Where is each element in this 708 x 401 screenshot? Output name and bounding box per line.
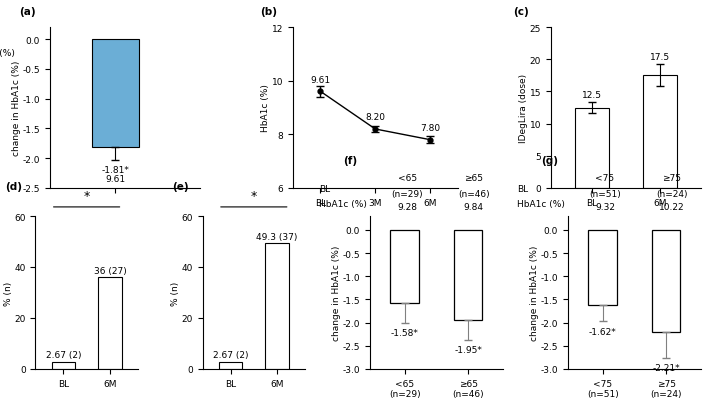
- Text: (n=46): (n=46): [458, 189, 489, 198]
- Text: (n=29): (n=29): [392, 189, 423, 198]
- Text: ≥75: ≥75: [662, 174, 681, 183]
- Text: <65: <65: [398, 174, 417, 183]
- Text: (c): (c): [513, 7, 529, 17]
- Text: BL: BL: [319, 185, 331, 194]
- Text: 9.84: 9.84: [464, 203, 484, 212]
- Bar: [454, 231, 482, 320]
- Text: (d): (d): [5, 181, 22, 191]
- Y-axis label: change in HbA1c (%): change in HbA1c (%): [332, 245, 341, 340]
- Text: 49.3 (37): 49.3 (37): [256, 232, 298, 241]
- Bar: [588, 231, 617, 305]
- Bar: [390, 231, 419, 303]
- Text: 9.61: 9.61: [105, 175, 125, 184]
- Y-axis label: change in HbA1c (%): change in HbA1c (%): [530, 245, 539, 340]
- Text: HbA1c (%): HbA1c (%): [319, 200, 367, 209]
- Text: 12.5: 12.5: [582, 90, 602, 99]
- Text: HbA1c (%): HbA1c (%): [0, 49, 15, 58]
- Text: 9.61: 9.61: [310, 75, 330, 85]
- Text: -2.21*: -2.21*: [652, 363, 680, 373]
- Text: (b): (b): [260, 7, 277, 17]
- Y-axis label: change in HbA1c (%): change in HbA1c (%): [12, 61, 21, 156]
- Text: -1.58*: -1.58*: [391, 328, 418, 337]
- Bar: [98, 277, 122, 369]
- Text: 9.32: 9.32: [595, 203, 615, 212]
- Text: (f): (f): [343, 155, 358, 165]
- Y-axis label: % (n): % (n): [171, 281, 180, 305]
- Text: ≥65: ≥65: [464, 174, 483, 183]
- Text: <75: <75: [595, 174, 615, 183]
- Text: (g): (g): [541, 155, 558, 165]
- Text: (a): (a): [20, 7, 36, 17]
- Text: -1.62*: -1.62*: [589, 327, 617, 336]
- Text: (n=51): (n=51): [589, 189, 621, 198]
- Bar: [643, 76, 677, 188]
- Text: -1.95*: -1.95*: [454, 345, 482, 354]
- Text: 2.67 (2): 2.67 (2): [213, 350, 249, 360]
- Bar: [219, 362, 242, 369]
- Text: 8.20: 8.20: [365, 113, 385, 122]
- Bar: [575, 108, 609, 188]
- Text: BL: BL: [517, 185, 528, 194]
- Text: *: *: [84, 190, 90, 203]
- Bar: [266, 244, 289, 369]
- Text: (n=24): (n=24): [656, 189, 687, 198]
- Text: (e): (e): [172, 181, 188, 191]
- Bar: [92, 40, 139, 148]
- Y-axis label: IDegLira (dose): IDegLira (dose): [519, 74, 528, 143]
- Text: HbA1c (%): HbA1c (%): [517, 200, 565, 209]
- Y-axis label: HbA1c (%): HbA1c (%): [261, 84, 270, 132]
- Bar: [652, 231, 680, 332]
- Text: 7.80: 7.80: [421, 124, 440, 133]
- Text: 36 (27): 36 (27): [93, 266, 126, 275]
- Y-axis label: % (n): % (n): [4, 281, 13, 305]
- Text: 9.28: 9.28: [397, 203, 417, 212]
- Text: 10.22: 10.22: [659, 203, 685, 212]
- Text: 2.67 (2): 2.67 (2): [45, 350, 81, 360]
- Text: -1.81*: -1.81*: [101, 165, 129, 174]
- Bar: [52, 362, 75, 369]
- Text: 17.5: 17.5: [650, 53, 670, 62]
- Text: *: *: [251, 190, 257, 203]
